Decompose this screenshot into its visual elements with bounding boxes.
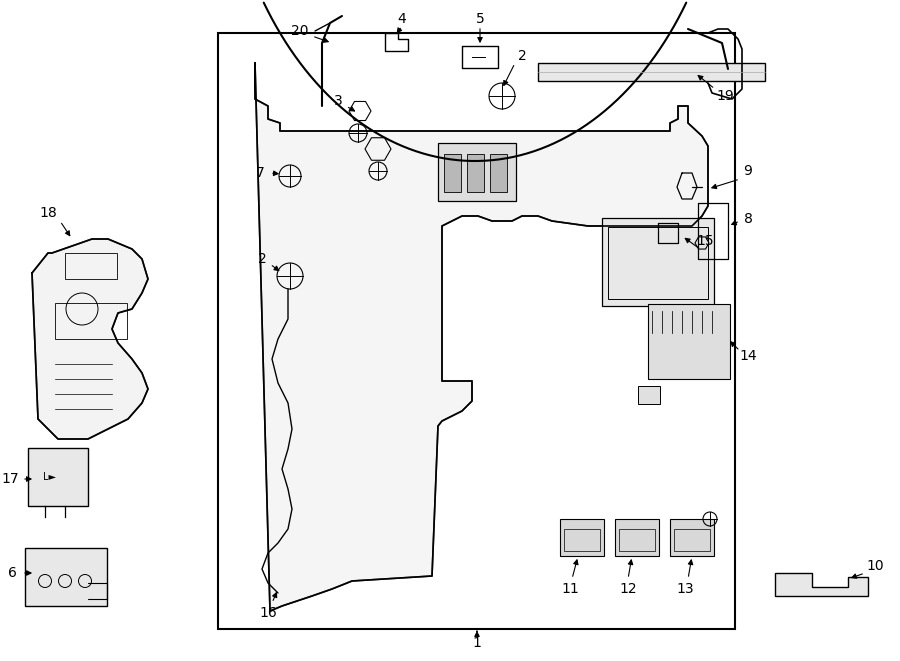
Text: 13: 13 xyxy=(676,582,694,596)
Text: 18: 18 xyxy=(39,206,57,220)
Bar xyxy=(615,519,659,556)
Bar xyxy=(602,218,714,306)
Bar xyxy=(25,548,107,606)
Bar xyxy=(674,529,710,551)
Text: 8: 8 xyxy=(743,212,752,226)
Bar xyxy=(648,304,730,379)
Text: 14: 14 xyxy=(739,349,757,363)
Text: 12: 12 xyxy=(619,582,637,596)
Bar xyxy=(218,33,735,629)
Polygon shape xyxy=(255,63,708,611)
Bar xyxy=(28,448,88,506)
Bar xyxy=(444,154,461,192)
Text: 6: 6 xyxy=(7,566,16,580)
Text: 10: 10 xyxy=(866,559,884,573)
Text: 7: 7 xyxy=(256,166,265,180)
Bar xyxy=(670,519,714,556)
Text: 3: 3 xyxy=(334,94,342,108)
Text: 2: 2 xyxy=(257,252,266,266)
Polygon shape xyxy=(775,573,868,596)
Polygon shape xyxy=(32,239,148,439)
Text: 16: 16 xyxy=(259,606,277,620)
Bar xyxy=(438,143,516,201)
Text: 1: 1 xyxy=(472,636,482,650)
Text: 20: 20 xyxy=(292,24,309,38)
Bar xyxy=(560,519,604,556)
Bar xyxy=(467,154,484,192)
Text: 15: 15 xyxy=(697,234,714,248)
Bar xyxy=(619,529,655,551)
Text: 5: 5 xyxy=(475,12,484,26)
Bar xyxy=(564,529,600,551)
Bar xyxy=(55,303,127,339)
Bar xyxy=(638,386,660,404)
Text: 4: 4 xyxy=(398,12,407,26)
Text: 11: 11 xyxy=(561,582,579,596)
Text: 19: 19 xyxy=(716,89,734,103)
Text: 2: 2 xyxy=(518,49,526,63)
Text: L►: L► xyxy=(43,472,57,482)
Bar xyxy=(490,154,507,192)
Bar xyxy=(608,227,708,299)
Text: 9: 9 xyxy=(743,164,752,178)
Bar xyxy=(65,253,117,279)
Text: 17: 17 xyxy=(1,472,19,486)
Bar xyxy=(538,63,765,81)
